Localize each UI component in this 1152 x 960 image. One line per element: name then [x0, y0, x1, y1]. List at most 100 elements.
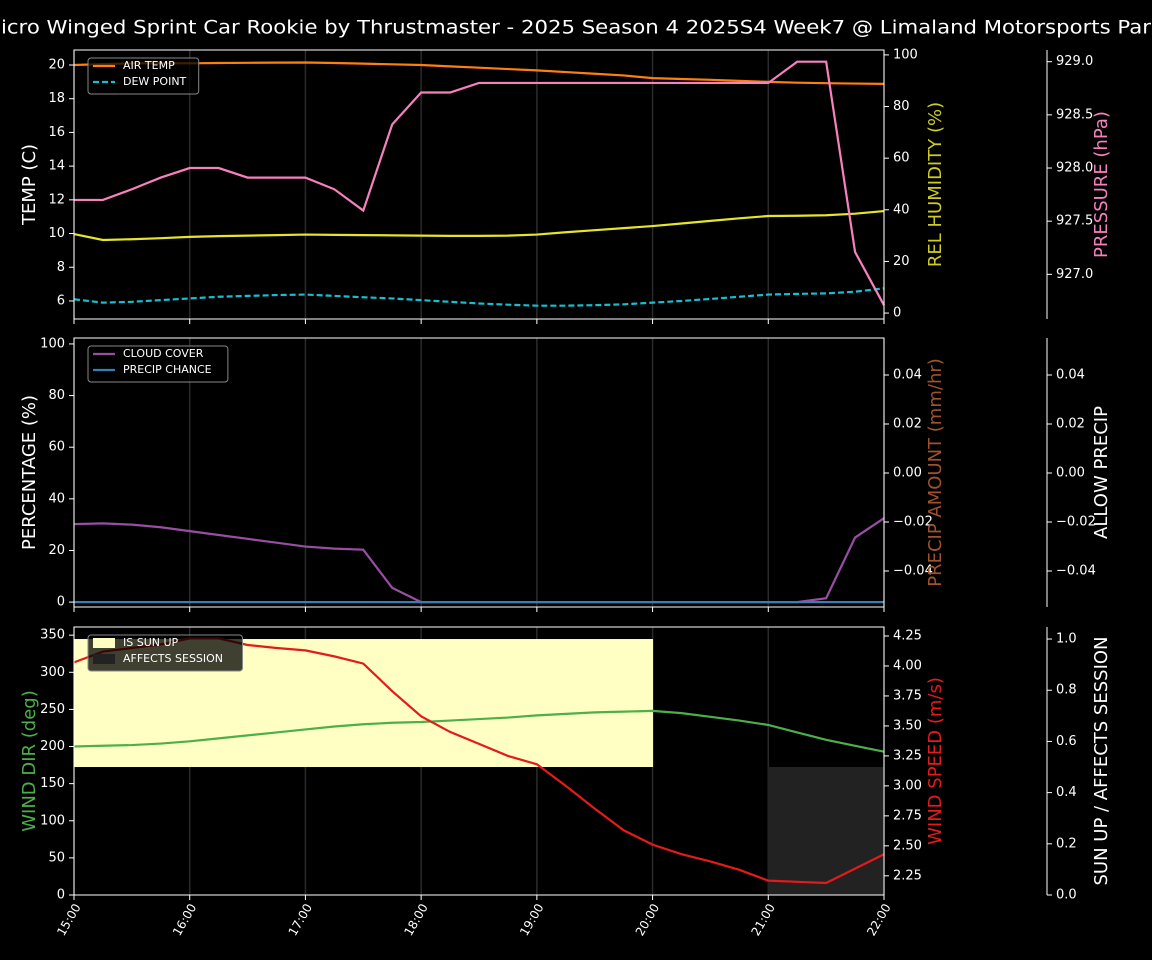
y-tick-label: 80: [48, 388, 65, 403]
legend-label: AIR TEMP: [123, 59, 175, 72]
y-tick-label: 20: [48, 543, 65, 558]
y-axis-label: TEMP (C): [19, 144, 40, 226]
y-tick-label: 18: [48, 91, 65, 106]
y-tick-label: 350: [40, 628, 65, 643]
y3-tick-label: −0.02: [1056, 514, 1096, 529]
y-tick-label: 300: [40, 665, 65, 680]
series-line: [73, 61, 885, 85]
y3-tick-label: 0.02: [1056, 416, 1085, 431]
y2-tick-label: 2.25: [893, 868, 922, 883]
band: [421, 639, 451, 768]
y2-axis-label: REL HUMIDITY (%): [925, 102, 946, 267]
band: [479, 639, 509, 768]
plot-frame: [73, 337, 885, 608]
band: [247, 639, 277, 768]
y2-tick-label: 0.04: [893, 367, 922, 382]
band: [276, 639, 306, 768]
legend: AIR TEMP DEW POINT: [87, 57, 200, 95]
x-tick-label: 17:00: [286, 901, 315, 938]
legend-swatch: [93, 638, 115, 648]
x-tick-label: 18:00: [401, 901, 430, 938]
x-tick-label: 19:00: [517, 901, 546, 938]
band: [305, 639, 335, 768]
y3-axis-label: PRESSURE (hPa): [1091, 111, 1112, 258]
plot-frame: [73, 626, 885, 896]
y-axis-label: WIND DIR (deg): [19, 690, 40, 832]
series-line: [74, 60, 885, 306]
legend-label: IS SUN UP: [123, 636, 179, 649]
y2-tick-label: 4.00: [893, 658, 922, 673]
band: [797, 767, 827, 895]
y2-axis-label: WIND SPEED (m/s): [925, 677, 946, 845]
y2-tick-label: 2.75: [893, 808, 922, 823]
legend-label: AFFECTS SESSION: [123, 652, 223, 665]
legend-box: [87, 345, 229, 383]
series-line: [73, 287, 885, 307]
y-tick-label: 250: [40, 702, 65, 717]
band: [507, 639, 538, 768]
y3-tick-label: 928.5: [1056, 107, 1093, 122]
y2-tick-label: 80: [893, 99, 910, 114]
y-tick-label: 0: [57, 888, 65, 903]
y-tick-label: 12: [48, 192, 65, 207]
plot-frame: [73, 49, 885, 320]
y3-tick-label: 927.0: [1056, 267, 1093, 282]
y-tick-label: 20: [48, 58, 65, 73]
y3-tick-label: 927.5: [1056, 214, 1093, 229]
y3-tick-label: 0.2: [1056, 836, 1077, 851]
series-line: [73, 709, 885, 753]
y3-tick-label: 0.8: [1056, 683, 1077, 698]
y2-tick-label: 2.50: [893, 838, 922, 853]
y2-axis-label: PRECIP AMOUNT (mm/hr): [925, 358, 946, 587]
x-tick-label: 22:00: [864, 901, 893, 938]
band: [855, 767, 885, 895]
series-line: [73, 517, 885, 604]
series-line: [73, 209, 885, 242]
y2-tick-label: 3.50: [893, 718, 922, 733]
x-tick-label: 15:00: [54, 901, 83, 938]
y2-tick-label: −0.04: [893, 563, 933, 578]
y2-tick-label: 3.25: [893, 748, 922, 763]
y2-tick-label: 0: [893, 306, 901, 321]
y-tick-label: 50: [48, 850, 65, 865]
y-tick-label: 40: [48, 491, 65, 506]
legend-label: PRECIP CHANCE: [123, 363, 212, 376]
legend-box: [87, 634, 243, 672]
band: [768, 767, 798, 895]
y-tick-label: 0: [57, 595, 65, 610]
y3-tick-label: 0.04: [1056, 367, 1085, 382]
y3-tick-label: 0.0: [1056, 888, 1077, 903]
y2-tick-label: 40: [893, 202, 910, 217]
y-tick-label: 8: [57, 260, 65, 275]
chart-title: icro Winged Sprint Car Rookie by Thrustm…: [1, 17, 1151, 39]
y-tick-label: 6: [57, 293, 65, 308]
legend-label: CLOUD COVER: [123, 347, 204, 360]
y-tick-label: 100: [40, 813, 65, 828]
y-tick-label: 16: [48, 125, 65, 140]
band: [450, 639, 480, 768]
y-tick-label: 200: [40, 739, 65, 754]
x-tick-label: 16:00: [170, 901, 199, 938]
y2-tick-label: 20: [893, 254, 910, 269]
band: [826, 767, 856, 895]
y3-tick-label: −0.04: [1056, 563, 1096, 578]
y3-tick-label: 0.4: [1056, 785, 1077, 800]
x-tick-label: 20:00: [633, 901, 662, 938]
y-axis-label: PERCENTAGE (%): [19, 395, 40, 550]
y2-tick-label: 3.75: [893, 688, 922, 703]
y3-axis-label: SUN UP / AFFECTS SESSION: [1091, 636, 1112, 885]
y2-tick-label: 60: [893, 151, 910, 166]
y3-tick-label: 928.0: [1056, 161, 1093, 176]
y-tick-label: 150: [40, 776, 65, 791]
legend: CLOUD COVER PRECIP CHANCE: [87, 345, 229, 383]
y3-tick-label: 929.0: [1056, 54, 1093, 69]
legend-box: [87, 57, 200, 95]
y-tick-label: 10: [48, 226, 65, 241]
y3-tick-label: 0.6: [1056, 734, 1077, 749]
y2-tick-label: 0.02: [893, 416, 922, 431]
y2-tick-label: 0.00: [893, 465, 922, 480]
y-tick-label: 14: [48, 159, 65, 174]
y2-tick-label: 100: [893, 47, 918, 62]
y-tick-label: 60: [48, 440, 65, 455]
